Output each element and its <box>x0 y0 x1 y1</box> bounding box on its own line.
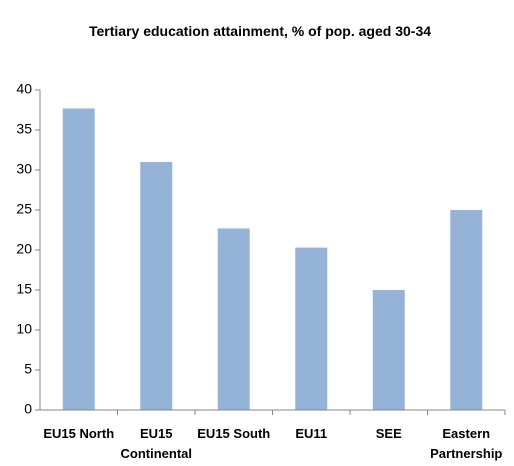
bar <box>450 210 483 410</box>
chart-title: Tertiary education attainment, % of pop.… <box>88 23 432 39</box>
bar <box>140 162 173 410</box>
y-tick-label: 30 <box>16 161 32 177</box>
x-tick-label: EU11 <box>295 426 328 441</box>
x-tick-label: EU15 South <box>197 426 271 441</box>
x-tick-label: SEE <box>375 426 402 441</box>
y-tick-label: 10 <box>16 321 32 337</box>
y-tick-label: 35 <box>16 121 32 137</box>
x-tick-label: Eastern Partnership <box>430 426 503 461</box>
y-tick-label: 25 <box>16 201 32 217</box>
y-tick-label: 40 <box>16 81 32 97</box>
bar <box>62 108 95 411</box>
x-tick-label: EU15 Continental <box>120 426 193 461</box>
y-tick-label: 15 <box>16 281 32 297</box>
y-tick-label: 0 <box>24 401 32 417</box>
bar <box>217 228 250 410</box>
bar <box>295 247 328 410</box>
bar <box>372 290 405 410</box>
y-tick-label: 20 <box>16 241 32 257</box>
x-tick-label: EU15 North <box>43 426 115 441</box>
y-tick-label: 5 <box>24 361 32 377</box>
